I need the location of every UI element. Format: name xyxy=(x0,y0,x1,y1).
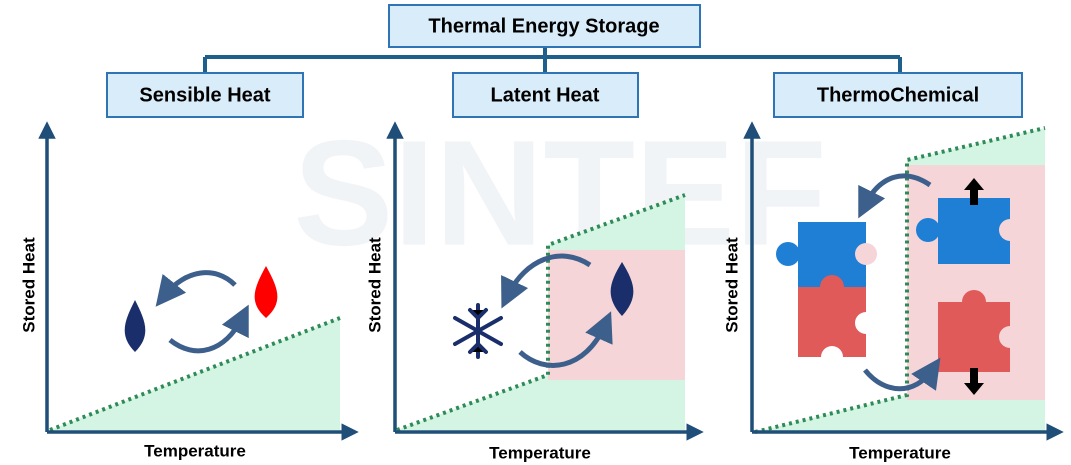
branch-box xyxy=(106,72,304,118)
connectors xyxy=(203,47,902,73)
y-axis-label: Stored Heat xyxy=(722,237,741,333)
x-axis-label: Temperature xyxy=(144,441,246,460)
panel-thermochemical xyxy=(743,121,1064,441)
branch-label: Sensible Heat xyxy=(139,84,271,106)
y-axis-label: Stored Heat xyxy=(365,237,384,333)
panel-sensible xyxy=(38,121,359,441)
branch-label: ThermoChemical xyxy=(817,84,979,106)
branch-box xyxy=(773,72,1023,118)
y-axis-label: Stored Heat xyxy=(19,237,38,333)
panel-latent xyxy=(386,121,704,441)
branch-box xyxy=(452,72,639,118)
x-axis-label: Temperature xyxy=(849,443,951,462)
root-box xyxy=(388,4,701,48)
snowflake xyxy=(453,303,503,359)
root-label: Thermal Energy Storage xyxy=(428,15,659,37)
x-axis-label: Temperature xyxy=(489,443,591,462)
branch-label: Latent Heat xyxy=(491,84,600,106)
